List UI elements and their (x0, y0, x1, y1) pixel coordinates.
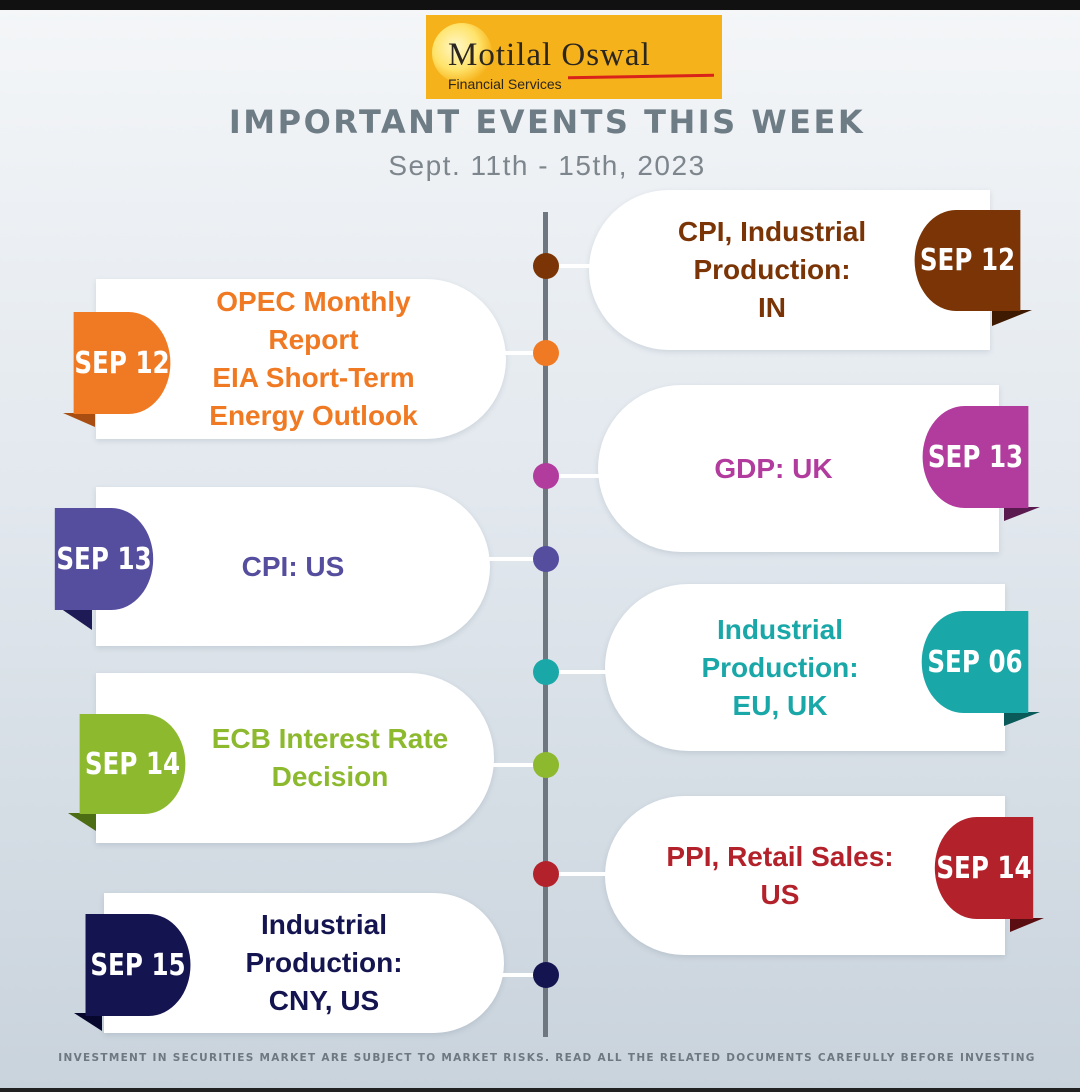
event-label: Industrial Production: CNY, US (245, 909, 403, 1016)
badge-fold (1004, 712, 1040, 726)
event-date-badge: SEP 14 (934, 817, 1034, 919)
timeline-node (533, 546, 559, 572)
badge-fold (74, 1013, 102, 1031)
timeline-node (533, 340, 559, 366)
top-border (0, 0, 1080, 10)
event-date-badge: SEP 13 (54, 508, 154, 610)
timeline-node (533, 463, 559, 489)
event-connector (502, 973, 544, 977)
page-title: IMPORTANT EVENTS THIS WEEK (228, 103, 866, 141)
event-date-badge: SEP 14 (79, 714, 186, 814)
event-connector (548, 872, 606, 876)
logo-sun-icon (432, 23, 492, 83)
timeline-node (533, 659, 559, 685)
logo-underline (567, 73, 715, 80)
disclaimer: INVESTMENT IN SECURITIES MARKET ARE SUBJ… (58, 1052, 1036, 1064)
event-date-badge: SEP 12 (73, 312, 171, 414)
timeline-node (533, 962, 559, 988)
timeline-node (533, 861, 559, 887)
brand-tagline: Financial Services (448, 76, 562, 92)
event-connector (492, 763, 544, 767)
badge-fold (68, 813, 96, 831)
badge-fold (63, 413, 95, 427)
event-label: CPI: US (241, 550, 345, 582)
event-date-badge: SEP 15 (85, 914, 191, 1016)
event-card-left-2: CPI: US (96, 487, 490, 646)
event-connector (548, 670, 606, 674)
event-connector (548, 474, 600, 478)
event-connector (548, 264, 590, 268)
event-date-badge: SEP 13 (922, 406, 1029, 508)
event-card-left-1: OPEC Monthly Report EIA Short-Term Energ… (96, 279, 506, 439)
event-label: GDP: UK (714, 452, 833, 484)
event-label: ECB Interest Rate Decision (211, 723, 449, 792)
event-label: CPI, Industrial Production: IN (677, 216, 867, 323)
timeline-node (533, 253, 559, 279)
event-date-badge: SEP 06 (921, 611, 1029, 713)
bottom-border (0, 1088, 1080, 1092)
event-card-bg (96, 487, 490, 646)
event-connector (488, 557, 544, 561)
event-label: OPEC Monthly Report EIA Short-Term Energ… (209, 286, 418, 431)
event-label: PPI, Retail Sales: US (666, 840, 894, 910)
timeline-node (533, 752, 559, 778)
badge-fold (60, 608, 92, 630)
event-date-badge: SEP 12 (914, 210, 1021, 311)
event-connector (504, 351, 544, 355)
brand-logo: Motilal Oswal Financial Services (426, 15, 722, 99)
event-label: Industrial Production: EU, UK (701, 613, 859, 721)
timeline-line (543, 212, 548, 1037)
date-range: Sept. 11th - 15th, 2023 (388, 150, 706, 181)
badge-fold (1010, 918, 1044, 932)
badge-fold (1004, 507, 1040, 521)
brand-name: Motilal Oswal (448, 37, 651, 73)
badge-fold (992, 310, 1032, 326)
